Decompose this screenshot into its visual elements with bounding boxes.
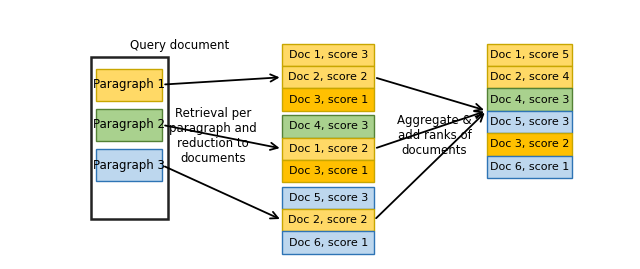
- Text: Doc 2, score 2: Doc 2, score 2: [289, 72, 368, 82]
- Text: Aggregate &
add ranks of
documents: Aggregate & add ranks of documents: [397, 114, 472, 157]
- FancyBboxPatch shape: [282, 231, 374, 254]
- FancyBboxPatch shape: [282, 160, 374, 182]
- Text: Doc 2, score 2: Doc 2, score 2: [289, 215, 368, 225]
- FancyBboxPatch shape: [486, 44, 572, 66]
- FancyBboxPatch shape: [97, 109, 163, 141]
- Text: Doc 1, score 5: Doc 1, score 5: [490, 50, 569, 60]
- FancyBboxPatch shape: [282, 137, 374, 160]
- Text: Doc 3, score 1: Doc 3, score 1: [289, 166, 368, 176]
- FancyBboxPatch shape: [97, 149, 163, 181]
- FancyBboxPatch shape: [282, 115, 374, 137]
- FancyBboxPatch shape: [486, 133, 572, 155]
- Text: Doc 6, score 1: Doc 6, score 1: [490, 162, 569, 172]
- FancyBboxPatch shape: [486, 155, 572, 178]
- Text: Doc 4, score 3: Doc 4, score 3: [289, 121, 368, 131]
- FancyBboxPatch shape: [282, 44, 374, 66]
- FancyBboxPatch shape: [486, 89, 572, 111]
- Text: Doc 3, score 2: Doc 3, score 2: [490, 139, 569, 149]
- Text: Retrieval per
paragraph and
reduction to
documents: Retrieval per paragraph and reduction to…: [169, 107, 257, 165]
- Text: Doc 3, score 1: Doc 3, score 1: [289, 95, 368, 105]
- Text: Doc 1, score 2: Doc 1, score 2: [289, 144, 368, 154]
- Text: Doc 1, score 3: Doc 1, score 3: [289, 50, 368, 60]
- FancyBboxPatch shape: [486, 111, 572, 133]
- FancyBboxPatch shape: [91, 57, 168, 219]
- Text: Doc 6, score 1: Doc 6, score 1: [289, 238, 368, 247]
- FancyBboxPatch shape: [282, 209, 374, 231]
- FancyBboxPatch shape: [282, 66, 374, 89]
- FancyBboxPatch shape: [97, 69, 163, 101]
- Text: Query document: Query document: [129, 39, 229, 52]
- Text: Doc 5, score 3: Doc 5, score 3: [490, 117, 569, 127]
- Text: Paragraph 3: Paragraph 3: [93, 159, 165, 172]
- Text: Paragraph 2: Paragraph 2: [93, 118, 165, 132]
- Text: Doc 5, score 3: Doc 5, score 3: [289, 193, 368, 203]
- FancyBboxPatch shape: [282, 187, 374, 209]
- Text: Doc 4, score 3: Doc 4, score 3: [490, 95, 569, 105]
- FancyBboxPatch shape: [282, 89, 374, 111]
- Text: Paragraph 1: Paragraph 1: [93, 78, 165, 91]
- Text: Doc 2, score 4: Doc 2, score 4: [490, 72, 569, 82]
- FancyBboxPatch shape: [486, 66, 572, 89]
